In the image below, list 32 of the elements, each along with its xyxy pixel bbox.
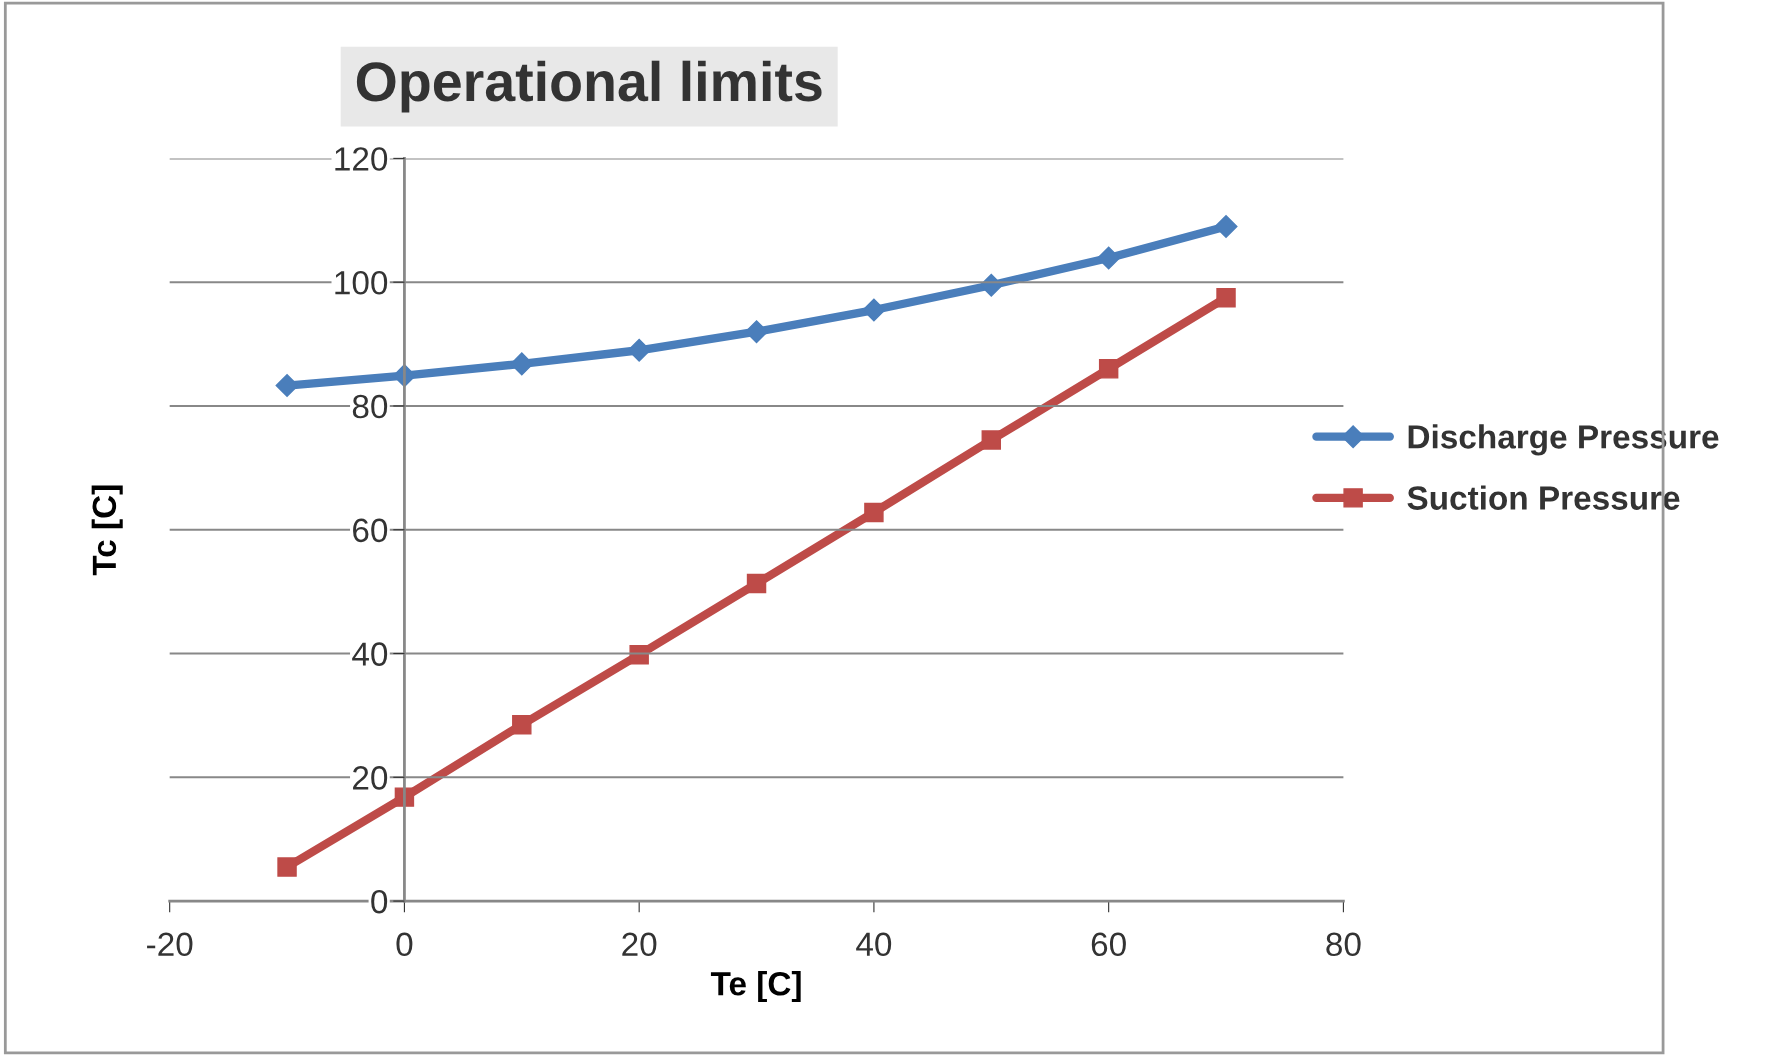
x-tick-label: 80 (1326, 932, 1361, 957)
y-tick-label: 60 (353, 518, 388, 543)
legend-label: Suction Pressure (1407, 485, 1680, 510)
point (745, 320, 769, 344)
point (1216, 287, 1236, 308)
y-tick-label: 100 (335, 270, 388, 295)
x-tick-label: 40 (856, 932, 892, 957)
point (862, 298, 886, 322)
y-tick-label: 0 (371, 889, 388, 914)
point (510, 352, 534, 376)
point (746, 573, 767, 594)
x-axis-title: Te [C] (710, 971, 801, 1003)
point (277, 857, 297, 877)
y-tick-label: 20 (353, 766, 388, 790)
point (1097, 246, 1121, 270)
y-tick-label: 80 (352, 394, 388, 419)
x-tick-label: -20 (147, 932, 193, 957)
y-tick-label: 120 (335, 147, 388, 171)
point (512, 714, 532, 735)
chart-title: Operational limits (356, 60, 822, 113)
point (1098, 359, 1119, 379)
point (981, 430, 1002, 450)
point (627, 338, 651, 362)
x-tick-label: 20 (622, 932, 657, 957)
point (275, 374, 299, 398)
point (864, 502, 884, 523)
point (1214, 214, 1238, 238)
x-tick-label: 0 (396, 932, 413, 957)
y-tick-label: 40 (352, 642, 388, 666)
x-tick-label: 60 (1091, 932, 1126, 957)
legend-label: Discharge Pressure (1408, 424, 1719, 456)
y-axis-title: Tc [C] (91, 485, 123, 576)
